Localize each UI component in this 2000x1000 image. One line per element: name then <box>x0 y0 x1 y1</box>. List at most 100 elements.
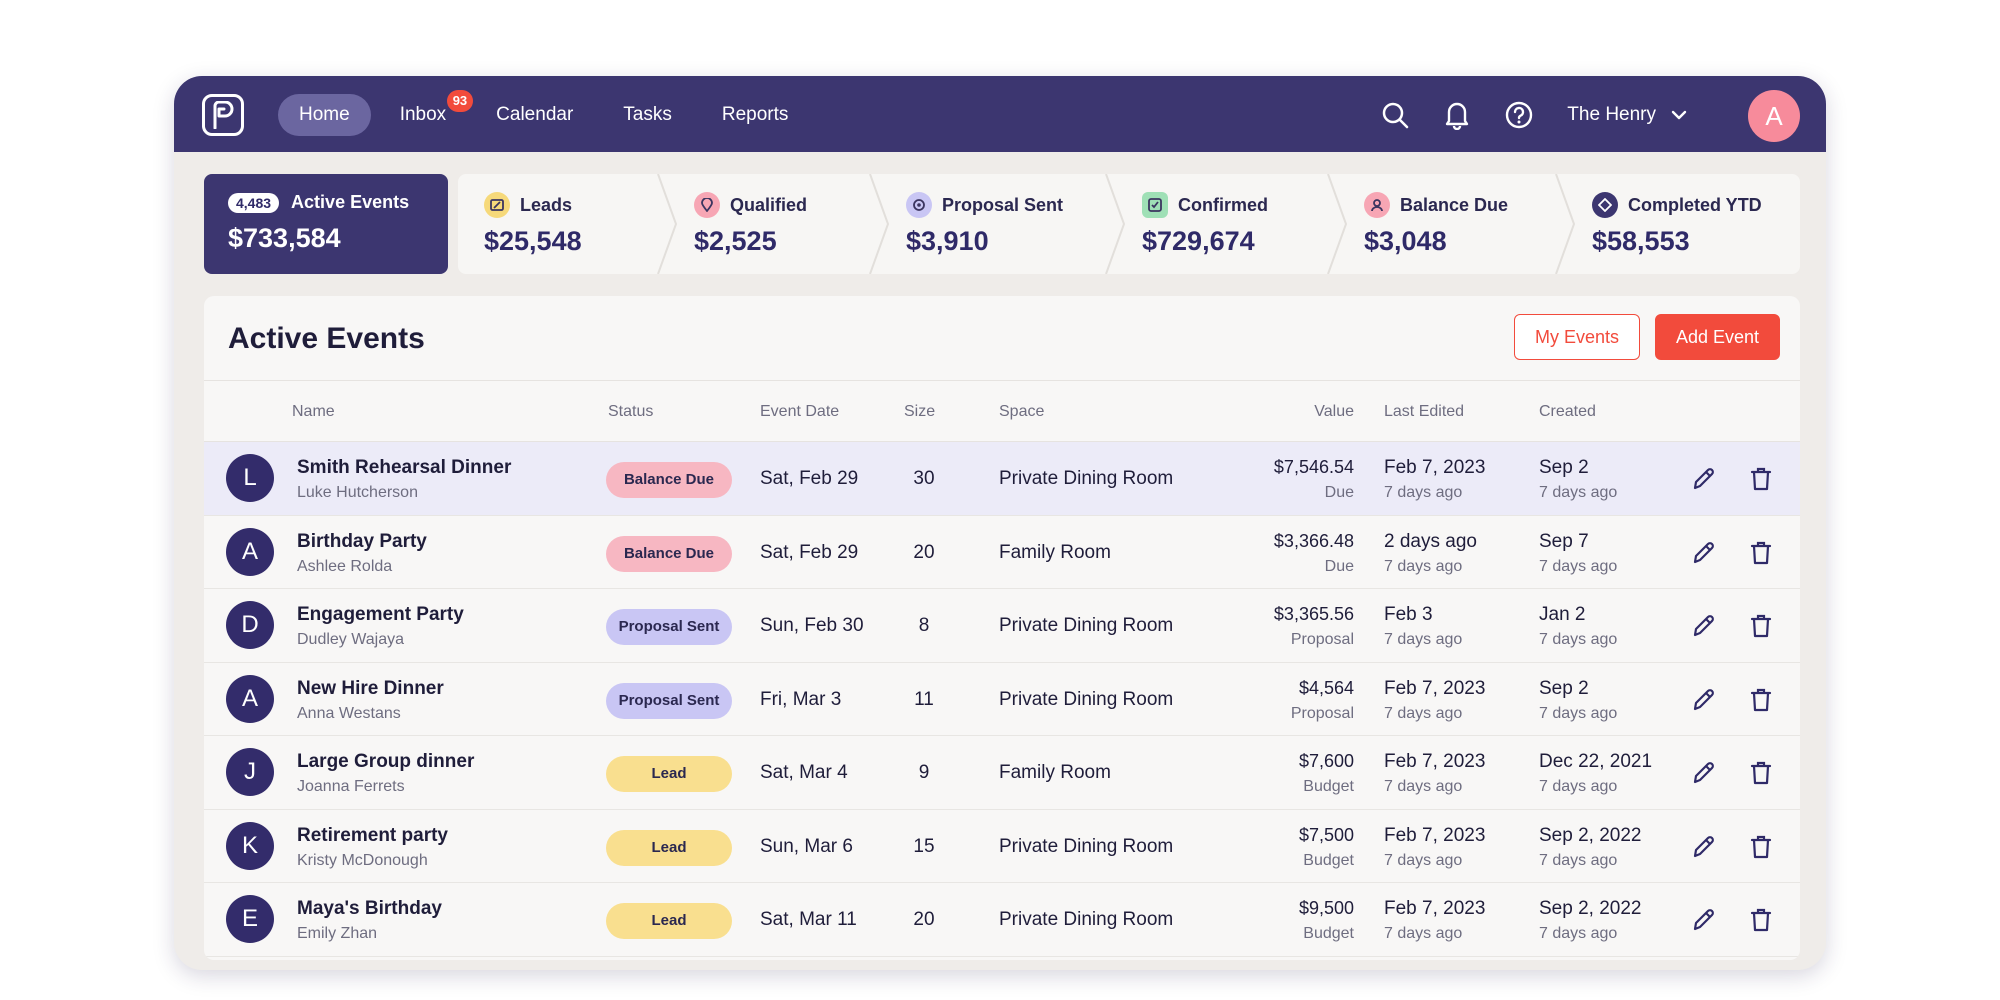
edit-icon[interactable] <box>1689 905 1719 935</box>
event-avatar: A <box>226 674 274 723</box>
event-value-type: Budget <box>1303 851 1354 869</box>
stage-completed-ytd[interactable]: Completed YTD $58,553 <box>1566 174 1800 274</box>
col-created[interactable]: Created <box>1539 403 1596 420</box>
stage-active-events[interactable]: 4,483 Active Events $733,584 <box>204 174 448 274</box>
event-name[interactable]: New Hire Dinner <box>297 677 444 699</box>
col-status[interactable]: Status <box>608 403 654 420</box>
col-value[interactable]: Value <box>1314 403 1354 420</box>
nav-reports[interactable]: Reports <box>701 94 810 136</box>
created-date: Sep 2 <box>1539 677 1589 699</box>
table-row[interactable]: L Smith Rehearsal Dinner Luke Hutcherson Ba… <box>204 442 1800 516</box>
table-row[interactable]: E Maya's Birthday Emily Zhan Lead Sat, Mar 1… <box>204 883 1800 957</box>
user-avatar[interactable]: A <box>1748 90 1800 142</box>
app-logo[interactable] <box>202 94 244 136</box>
nav-tasks[interactable]: Tasks <box>602 94 693 136</box>
delete-icon[interactable] <box>1746 685 1776 715</box>
nav-calendar[interactable]: Calendar <box>475 94 594 136</box>
table-row[interactable]: A New Hire Dinner Anna Westans Proposal Sen… <box>204 663 1800 736</box>
event-value: $7,500 <box>1298 824 1354 845</box>
event-avatar: J <box>226 748 274 796</box>
last-edited-relative: 7 days ago <box>1384 851 1463 869</box>
event-date: Sat, Mar 4 <box>760 762 848 783</box>
help-icon[interactable] <box>1502 98 1536 132</box>
event-name[interactable]: Maya's Birthday <box>297 898 442 919</box>
event-space: Family Room <box>999 541 1111 563</box>
edit-icon[interactable] <box>1689 685 1719 715</box>
edit-icon[interactable] <box>1689 538 1719 568</box>
table-row[interactable]: D Engagement Party Dudley Wajaya Proposal S… <box>204 589 1800 663</box>
balance-due-amount: $3,048 <box>1364 226 1447 256</box>
edit-icon[interactable] <box>1689 758 1719 788</box>
delete-icon[interactable] <box>1746 611 1776 641</box>
status-badge: Proposal Sent <box>606 682 732 719</box>
event-name[interactable]: Retirement party <box>297 824 448 846</box>
event-name[interactable]: Engagement Party <box>297 604 464 625</box>
search-icon[interactable] <box>1378 98 1412 132</box>
nav-inbox-label: Inbox <box>399 104 447 125</box>
qualified-label: Qualified <box>730 194 808 215</box>
delete-icon[interactable] <box>1746 832 1776 862</box>
event-name[interactable]: Smith Rehearsal Dinner <box>297 457 512 478</box>
delete-icon[interactable] <box>1746 905 1776 935</box>
panel-title: Active Events <box>228 322 425 355</box>
delete-icon[interactable] <box>1746 538 1776 568</box>
table-row[interactable]: K Retirement party Kristy McDonough Lead Sun… <box>204 810 1800 883</box>
event-size: 20 <box>913 909 935 930</box>
event-name[interactable]: Birthday Party <box>297 530 427 552</box>
event-value-type: Proposal <box>1290 704 1354 722</box>
col-event-date[interactable]: Event Date <box>760 403 840 420</box>
table-row[interactable]: J Large Group dinner Joanna Ferrets Lead Sat… <box>204 736 1800 810</box>
stage-separator <box>657 174 678 274</box>
nav-calendar-label: Calendar <box>496 104 574 125</box>
nav-inbox[interactable]: Inbox 93 <box>379 90 474 136</box>
my-events-button[interactable]: My Events <box>1513 314 1640 360</box>
last-edited: Feb 3 <box>1384 604 1433 625</box>
nav-home[interactable]: Home <box>278 94 371 136</box>
active-events-count: 4,483 <box>228 192 280 213</box>
event-date: Sun, Feb 30 <box>760 615 864 636</box>
created-relative: 7 days ago <box>1539 484 1618 501</box>
edit-icon[interactable] <box>1689 611 1719 641</box>
edit-icon[interactable] <box>1689 832 1719 862</box>
last-edited: Feb 7, 2023 <box>1384 751 1486 772</box>
stage-balance-due[interactable]: Balance Due $3,048 <box>1338 174 1566 274</box>
created-relative: 7 days ago <box>1539 851 1618 869</box>
event-value: $3,366.48 <box>1273 530 1354 551</box>
event-value-type: Budget <box>1303 778 1354 795</box>
balance-due-label: Balance Due <box>1400 194 1509 215</box>
leads-label: Leads <box>520 194 573 215</box>
venue-selector[interactable]: The Henry <box>1567 94 1688 136</box>
stage-leads[interactable]: Leads $25,548 <box>458 174 668 274</box>
last-edited-relative: 7 days ago <box>1384 925 1463 942</box>
add-event-button[interactable]: Add Event <box>1654 314 1780 360</box>
stage-proposal-sent[interactable]: Proposal Sent $3,910 <box>880 174 1116 274</box>
logo-icon <box>213 101 234 129</box>
col-size[interactable]: Size <box>904 403 936 420</box>
delete-icon[interactable] <box>1746 464 1776 494</box>
stage-confirmed[interactable]: Confirmed $729,674 <box>1116 174 1338 274</box>
nav-tasks-label: Tasks <box>623 104 672 125</box>
last-edited-relative: 7 days ago <box>1384 704 1463 722</box>
table-row[interactable]: A Birthday Party Ashlee Rolda Balance Due Sa… <box>204 516 1800 589</box>
active-events-label: Active Events <box>291 192 410 212</box>
event-contact: Emily Zhan <box>297 925 378 942</box>
event-value: $3,365.56 <box>1273 604 1354 624</box>
edit-icon[interactable] <box>1689 464 1719 494</box>
bell-icon[interactable] <box>1440 98 1474 132</box>
event-value: $7,546.54 <box>1273 457 1354 477</box>
event-size: 9 <box>918 762 930 783</box>
col-space[interactable]: Space <box>999 403 1045 420</box>
event-space: Private Dining Room <box>999 835 1174 857</box>
top-icons <box>1350 98 1536 132</box>
event-space: Private Dining Room <box>999 468 1174 489</box>
delete-icon[interactable] <box>1746 758 1776 788</box>
stage-qualified[interactable]: Qualified $2,525 <box>668 174 880 274</box>
event-name[interactable]: Large Group dinner <box>297 751 475 772</box>
event-date: Sun, Mar 6 <box>760 835 853 857</box>
event-value: $7,600 <box>1298 751 1354 771</box>
inbox-count-badge: 93 <box>446 90 474 112</box>
col-last-edited[interactable]: Last Edited <box>1384 403 1465 420</box>
created-date: Sep 7 <box>1539 530 1589 552</box>
col-name[interactable]: Name <box>292 403 335 420</box>
event-value-type: Proposal <box>1290 631 1354 648</box>
